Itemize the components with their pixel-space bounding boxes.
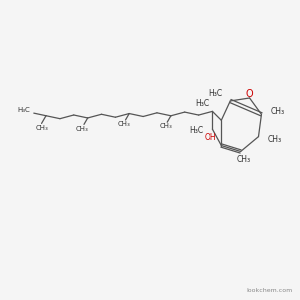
Text: CH₃: CH₃ <box>270 107 284 116</box>
Text: CH₃: CH₃ <box>159 123 172 129</box>
Text: lookchem.com: lookchem.com <box>246 288 293 293</box>
Text: CH₃: CH₃ <box>237 155 251 164</box>
Text: H₃C: H₃C <box>208 89 222 98</box>
Text: H₃C: H₃C <box>189 126 203 135</box>
Text: H₃C: H₃C <box>17 107 30 113</box>
Text: H₃C: H₃C <box>195 98 209 107</box>
Text: CH₃: CH₃ <box>35 124 48 130</box>
Text: CH₃: CH₃ <box>118 121 130 127</box>
Text: O: O <box>246 89 254 99</box>
Text: CH₃: CH₃ <box>267 134 281 143</box>
Text: OH: OH <box>205 133 217 142</box>
Text: CH₃: CH₃ <box>76 126 89 132</box>
